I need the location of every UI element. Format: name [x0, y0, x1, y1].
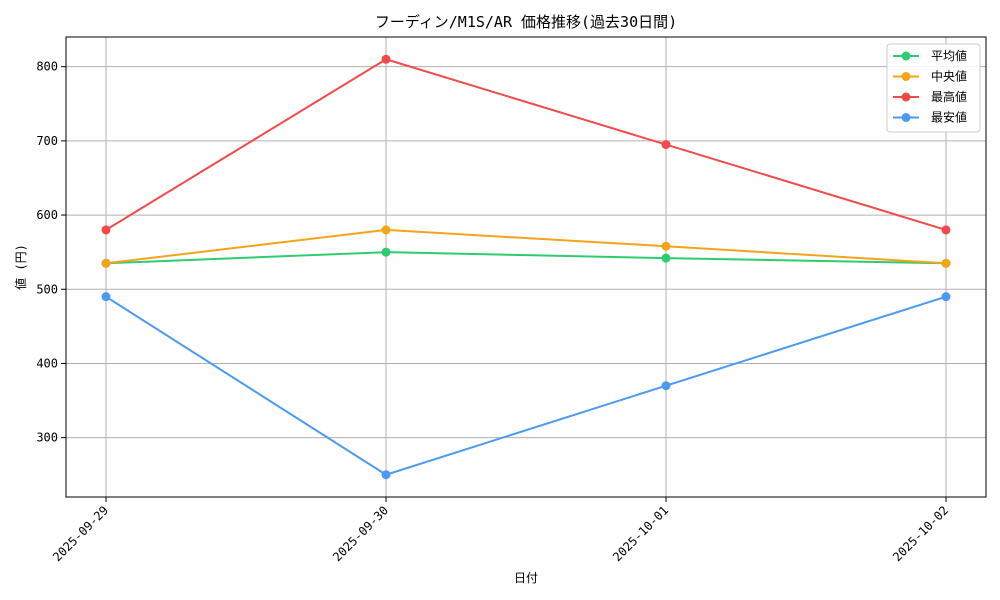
data-point	[941, 292, 951, 302]
series-line	[105, 58, 947, 231]
data-point	[381, 247, 391, 257]
data-point	[381, 54, 391, 64]
legend-swatch-marker	[901, 51, 911, 61]
data-point	[661, 381, 671, 391]
grid	[66, 37, 986, 497]
y-tick-label: 600	[36, 208, 58, 222]
data-point	[661, 140, 671, 150]
legend-swatch-marker	[901, 113, 911, 122]
data-point	[941, 258, 951, 268]
legend-label: 中央値	[931, 69, 967, 84]
data-point	[381, 225, 391, 235]
legend-item: 中央値	[893, 69, 967, 84]
legend-box	[886, 43, 981, 133]
y-axis-label: 値 (円)	[13, 244, 28, 290]
legend-item: 平均値	[893, 48, 967, 63]
data-point	[101, 258, 111, 268]
legend-label: 最安値	[931, 110, 967, 125]
series-group	[101, 54, 951, 480]
data-point	[941, 225, 951, 235]
legend-label: 最高値	[931, 89, 967, 104]
x-axis-label: 日付	[514, 571, 538, 585]
series-1	[101, 225, 951, 268]
data-point	[661, 241, 671, 251]
legend-label: 平均値	[931, 48, 967, 63]
chart-title: フーディン/M1S/AR 価格推移(過去30日間)	[375, 13, 677, 31]
series-line	[105, 295, 947, 476]
y-tick-label: 500	[36, 282, 58, 296]
series-3	[101, 292, 951, 480]
plot-frame	[65, 36, 987, 498]
series-2	[101, 54, 951, 235]
series-line	[105, 251, 947, 265]
data-point	[661, 253, 671, 263]
legend-swatch-marker	[901, 72, 911, 81]
legend-swatch-marker	[901, 92, 911, 102]
legend-item: 最安値	[893, 110, 967, 125]
data-point	[101, 292, 111, 302]
y-tick-label: 800	[36, 60, 58, 74]
legend-item: 最高値	[893, 89, 967, 104]
data-point	[381, 470, 391, 480]
data-point	[101, 225, 111, 235]
y-tick-label: 300	[36, 431, 58, 445]
y-tick-label: 400	[36, 356, 58, 370]
y-tick-label: 700	[36, 134, 58, 148]
series-line	[105, 228, 947, 265]
